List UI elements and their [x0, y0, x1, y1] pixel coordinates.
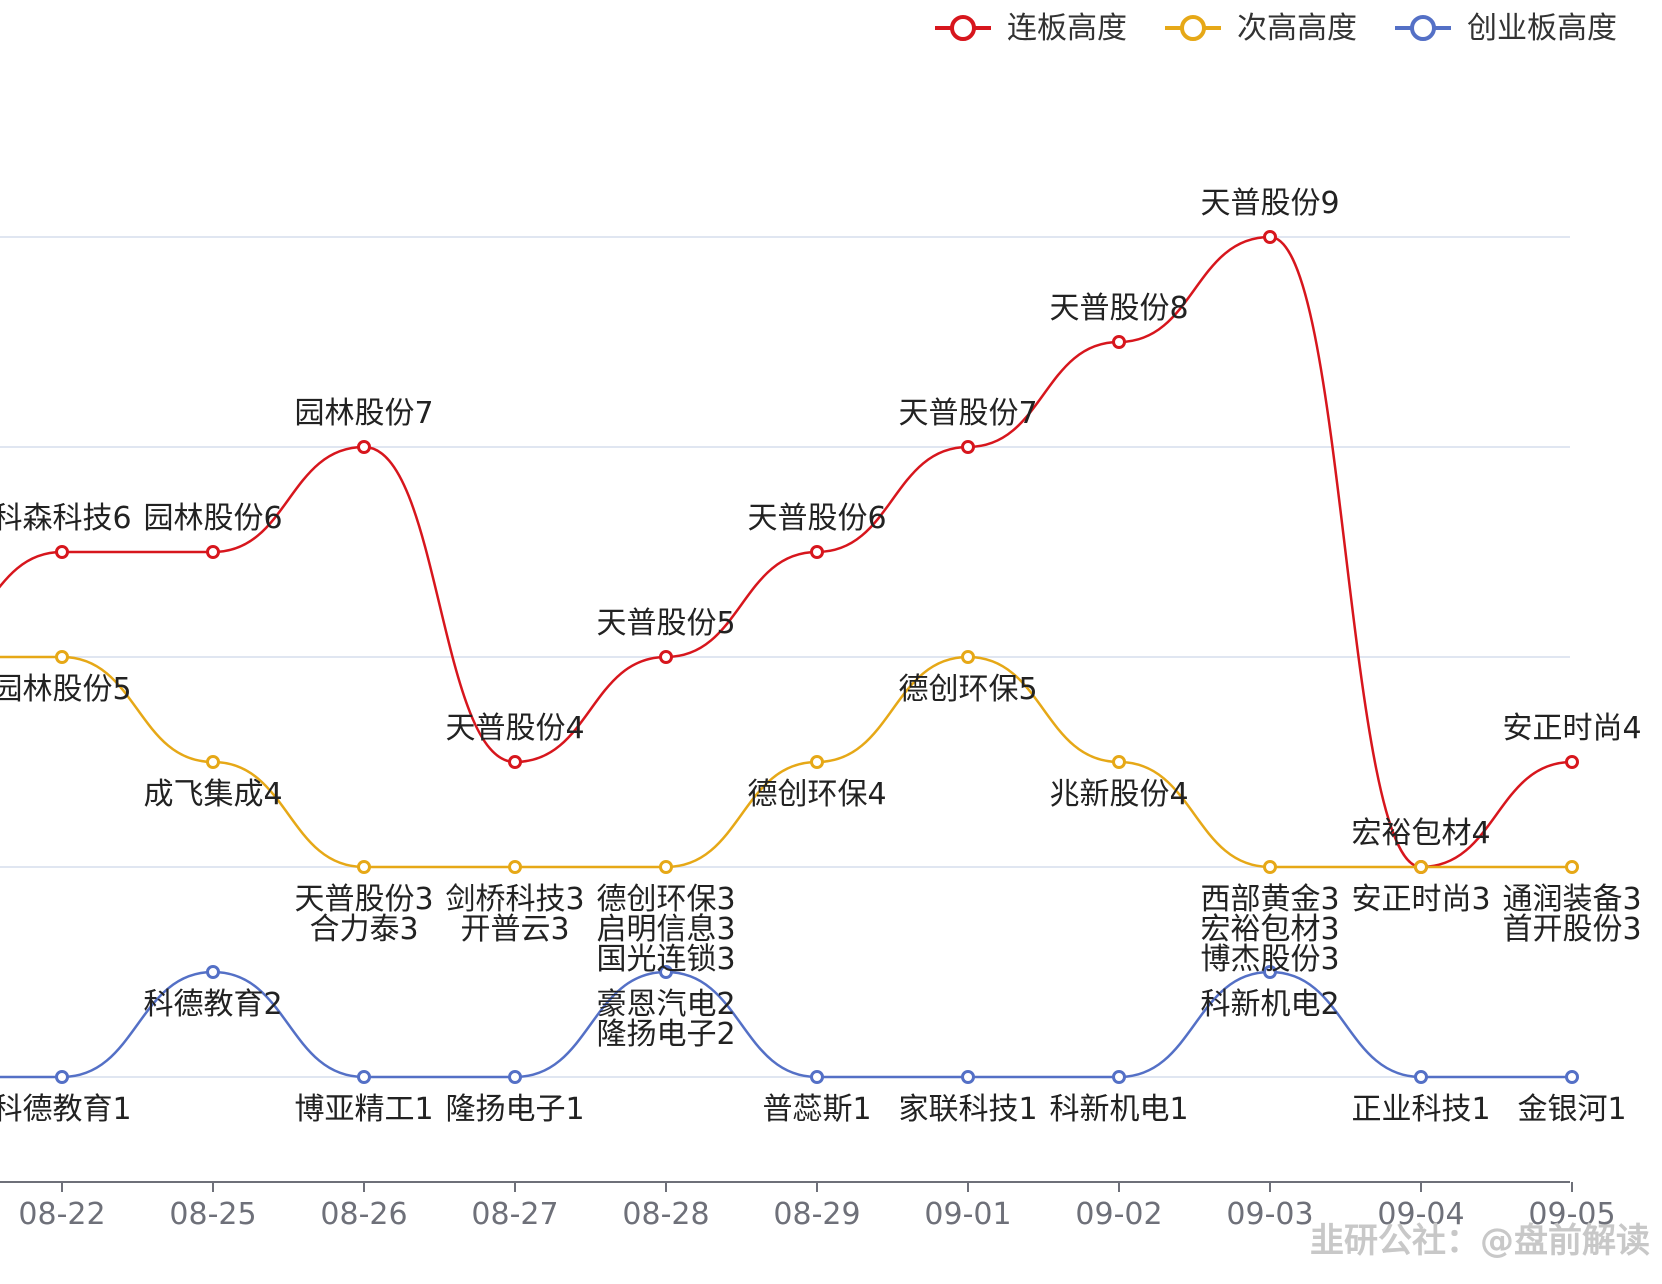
data-point — [206, 545, 220, 559]
data-label: 天普股份3 — [294, 882, 433, 917]
data-label: 德创环保4 — [747, 777, 886, 812]
x-tick-label: 08-25 — [169, 1197, 256, 1232]
legend-label: 次高高度 — [1237, 11, 1357, 46]
data-label: 开普云3 — [460, 912, 569, 947]
data-label: 科德教育1 — [0, 1092, 132, 1127]
data-label: 金银河1 — [1517, 1092, 1626, 1127]
data-label: 豪恩汽电2 — [596, 987, 735, 1022]
data-label: 安正时尚3 — [1351, 882, 1490, 917]
data-point — [810, 545, 824, 559]
data-point — [810, 755, 824, 769]
data-point — [1112, 1070, 1126, 1084]
data-point — [357, 860, 371, 874]
x-tick-label: 09-05 — [1528, 1197, 1615, 1232]
x-tick-label: 08-27 — [471, 1197, 558, 1232]
data-point — [659, 860, 673, 874]
data-label: 德创环保3 — [596, 882, 735, 917]
data-label: 德创环保5 — [898, 672, 1037, 707]
data-point — [508, 1070, 522, 1084]
data-point — [1263, 965, 1277, 979]
data-label: 隆扬电子2 — [596, 1017, 735, 1052]
legend-swatch-marker — [950, 15, 976, 41]
data-label: 剑桥科技3 — [445, 882, 584, 917]
data-label: 园林股份5 — [0, 672, 132, 707]
series-line-3 — [0, 970, 1572, 1079]
data-point — [961, 440, 975, 454]
data-point — [357, 1070, 371, 1084]
data-point — [55, 545, 69, 559]
x-tick-label: 09-03 — [1226, 1197, 1313, 1232]
data-label: 宏裕包材4 — [1351, 816, 1490, 851]
data-point — [1565, 860, 1579, 874]
data-label: 天普股份7 — [898, 396, 1037, 431]
data-point — [659, 650, 673, 664]
data-label: 首开股份3 — [1502, 912, 1641, 947]
data-label: 国光连锁3 — [596, 942, 735, 977]
data-label: 博亚精工1 — [294, 1092, 433, 1127]
data-label: 启明信息3 — [596, 912, 735, 947]
data-label: 通润装备3 — [1502, 882, 1641, 917]
data-label: 园林股份6 — [143, 501, 282, 536]
data-point — [206, 965, 220, 979]
x-tick-label: 08-22 — [18, 1197, 105, 1232]
data-point — [961, 1070, 975, 1084]
data-point — [1565, 755, 1579, 769]
legend-label: 创业板高度 — [1467, 11, 1617, 46]
data-point — [1565, 1070, 1579, 1084]
x-tick-label: 09-01 — [924, 1197, 1011, 1232]
data-label: 天普股份4 — [445, 711, 584, 746]
data-point — [1414, 1070, 1428, 1084]
watermark: 韭研公社：@盘前解读 — [1310, 1221, 1650, 1261]
legend-swatch-marker — [1410, 15, 1436, 41]
data-label: 天普股份5 — [596, 606, 735, 641]
data-label: 西部黄金3 — [1200, 882, 1339, 917]
data-label: 天普股份9 — [1200, 186, 1339, 221]
series-line-2 — [0, 655, 1572, 869]
data-point — [357, 440, 371, 454]
data-label: 安正时尚4 — [1502, 711, 1641, 746]
data-label: 合力泰3 — [309, 912, 418, 947]
data-label: 博杰股份3 — [1200, 942, 1339, 977]
data-label: 科新机电1 — [1049, 1092, 1188, 1127]
data-point — [508, 860, 522, 874]
data-label: 园林股份7 — [294, 396, 433, 431]
data-point — [810, 1070, 824, 1084]
data-point — [1414, 860, 1428, 874]
series-line-1 — [0, 235, 1573, 869]
data-label: 家联科技1 — [898, 1092, 1037, 1127]
data-point — [1263, 860, 1277, 874]
data-point — [1112, 755, 1126, 769]
data-label: 正业科技1 — [1351, 1092, 1490, 1127]
data-point — [1263, 230, 1277, 244]
data-label: 天普股份8 — [1049, 291, 1188, 326]
x-tick-label: 08-29 — [773, 1197, 860, 1232]
data-label: 天普股份6 — [747, 501, 886, 536]
data-label: 兆新股份4 — [1049, 777, 1188, 812]
data-point — [659, 965, 673, 979]
data-label: 宏裕包材3 — [1200, 912, 1339, 947]
data-point — [55, 650, 69, 664]
data-label: 隆扬电子1 — [445, 1092, 584, 1127]
data-point — [961, 650, 975, 664]
legend-swatch-marker — [1180, 15, 1206, 41]
data-label: 科森科技6 — [0, 501, 132, 536]
data-point — [1112, 335, 1126, 349]
data-label: 科新机电2 — [1200, 987, 1339, 1022]
x-tick-label: 09-04 — [1377, 1197, 1464, 1232]
legend-label: 连板高度 — [1007, 11, 1127, 46]
data-label: 成飞集成4 — [143, 777, 282, 812]
data-point — [508, 755, 522, 769]
data-label: 科德教育2 — [143, 987, 282, 1022]
x-tick-label: 08-26 — [320, 1197, 407, 1232]
data-point — [206, 755, 220, 769]
data-label: 普蕊斯1 — [762, 1092, 871, 1127]
data-point — [55, 1070, 69, 1084]
x-tick-label: 08-28 — [622, 1197, 709, 1232]
x-tick-label: 09-02 — [1075, 1197, 1162, 1232]
